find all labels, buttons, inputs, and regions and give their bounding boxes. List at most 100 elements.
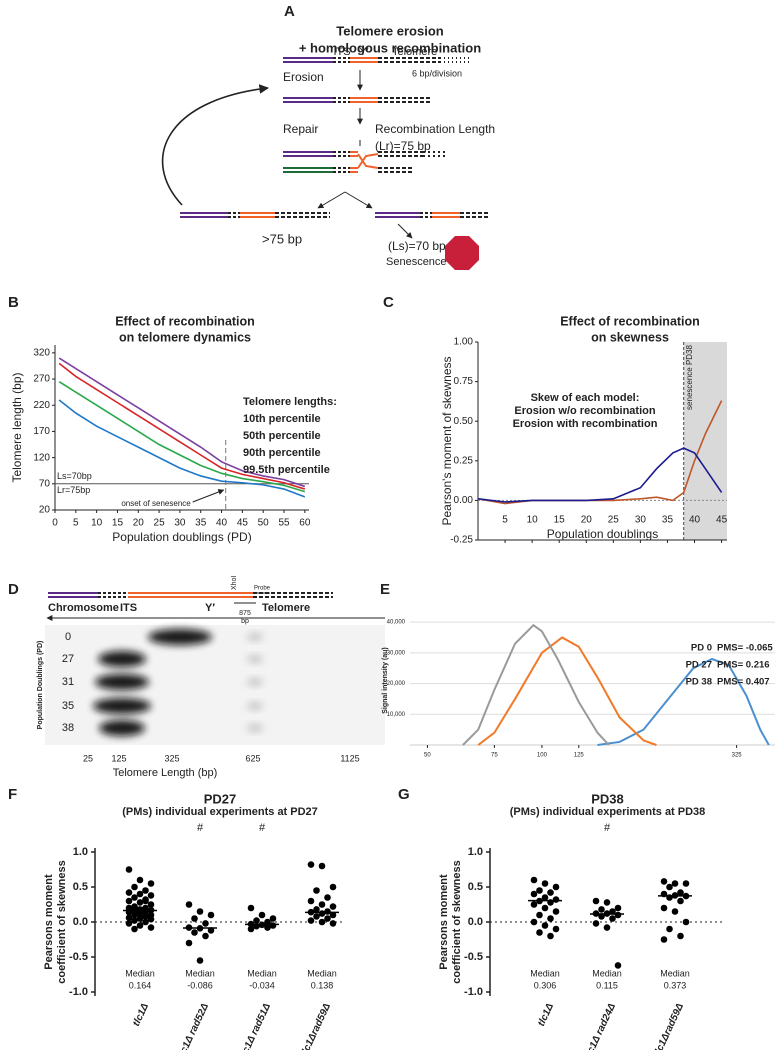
chart-title: on telomere dynamics — [119, 330, 251, 344]
y-axis-label: coefficient of skewness — [451, 860, 463, 984]
y-tick-label: 270 — [33, 374, 50, 385]
chart-title: on skewness — [591, 330, 669, 344]
crossover — [357, 153, 379, 169]
data-point — [603, 899, 611, 906]
data-point — [147, 915, 155, 923]
label: Y′ — [205, 602, 215, 614]
y-tick-label: 1.0 — [73, 846, 88, 858]
data-point — [196, 957, 204, 964]
data-point — [207, 911, 215, 919]
x-tick-label: 30 — [174, 518, 186, 529]
x-tick-label: 40 — [689, 515, 701, 526]
x-tick-label: 1125 — [340, 753, 359, 763]
gel-band — [247, 655, 263, 663]
x-tick-label: 60 — [299, 518, 311, 529]
arrow — [344, 191, 373, 209]
x-tick-label: 625 — [245, 753, 260, 763]
data-point — [147, 924, 155, 931]
x-tick-label: 15 — [554, 515, 566, 526]
data-point — [592, 897, 600, 905]
gel-band — [247, 702, 263, 710]
panel-letter: D — [8, 581, 19, 598]
label: Senescence — [386, 256, 447, 268]
median-value: 0.115 — [596, 980, 618, 990]
label: Y′ — [359, 46, 368, 58]
label: Repair — [283, 122, 318, 136]
data-point — [136, 890, 144, 898]
gel-band — [247, 678, 263, 686]
data-point — [671, 880, 679, 887]
data-point — [142, 887, 149, 894]
median-value: -0.034 — [249, 980, 275, 990]
x-tick-label: 125 — [574, 753, 585, 759]
data-point — [147, 880, 155, 887]
legend-entry: 50th percentile — [243, 430, 321, 442]
onset-label: onset of senesence — [121, 499, 191, 508]
y-tick-label: -1.0 — [464, 986, 483, 998]
x-tick-label: 50 — [424, 753, 431, 759]
data-point — [530, 890, 538, 898]
data-point — [324, 915, 331, 922]
y-tick-label: 40,000 — [387, 620, 406, 626]
x-tick-label: 10 — [91, 518, 103, 529]
data-point — [125, 889, 133, 896]
x-axis-label: Telomere Length (bp) — [113, 767, 218, 779]
x-tick-label: 50 — [258, 518, 270, 529]
median-value: -0.086 — [187, 980, 213, 990]
chart-title: PD27 — [204, 791, 237, 806]
lane-label: 35 — [62, 700, 74, 712]
data-point — [313, 887, 320, 894]
x-tick-label: 55 — [278, 518, 290, 529]
data-point — [324, 908, 331, 915]
series-line — [58, 399, 306, 498]
group-label: tlc1Δ — [131, 1001, 151, 1028]
median-label: Median — [660, 968, 690, 978]
y-tick-label: 0.25 — [454, 455, 474, 466]
median-value: 0.373 — [664, 980, 687, 990]
label: bp — [241, 618, 249, 625]
y-tick-label: 120 — [33, 452, 50, 463]
x-tick-label: 100 — [537, 753, 548, 759]
label: ITS — [120, 602, 137, 614]
data-point — [541, 904, 549, 912]
y-axis-label: Telomere length (bp) — [10, 372, 24, 482]
data-point — [666, 883, 673, 891]
x-tick-label: 15 — [112, 518, 124, 529]
data-point — [125, 914, 133, 922]
group-label: tlc1Δ rad51Δ — [238, 1001, 273, 1050]
y-tick-label: 0.5 — [468, 881, 483, 893]
median-label: Median — [125, 968, 155, 978]
median-value: 0.138 — [311, 980, 334, 990]
lane-label: 27 — [62, 653, 74, 665]
median-label: Median — [592, 968, 622, 978]
data-point — [131, 894, 138, 901]
data-point — [191, 915, 198, 922]
group-label: tlc1Δ rad52Δ — [176, 1001, 211, 1050]
y-tick-label: 0.75 — [454, 376, 474, 387]
data-point — [530, 901, 538, 908]
data-point — [196, 908, 204, 915]
data-point — [131, 917, 138, 924]
data-point — [269, 915, 277, 922]
data-point — [547, 932, 554, 940]
data-point — [536, 911, 543, 919]
y-tick-label: 0.5 — [73, 881, 88, 893]
y-axis-label: Pearsons moment — [43, 874, 55, 970]
chart-subtitle: (PMs) individual experiments at PD38 — [510, 806, 706, 818]
panel-letter: E — [380, 581, 390, 598]
data-point — [329, 911, 337, 919]
data-point — [147, 892, 155, 899]
x-tick-label: 125 — [111, 753, 126, 763]
x-tick-label: 25 — [83, 753, 93, 763]
cycle-arrow — [161, 84, 269, 206]
data-point — [329, 883, 337, 891]
shaded-label: senescence PD38 — [685, 344, 694, 409]
group-label: tlc1Δrad59Δ — [299, 1001, 333, 1050]
data-point — [552, 925, 560, 933]
data-point — [131, 883, 138, 891]
y-tick-label: 320 — [33, 347, 50, 358]
y-tick-label: 0.50 — [454, 416, 474, 427]
y-axis-label: Signal intensity (au) — [382, 647, 389, 714]
data-point — [329, 920, 337, 927]
